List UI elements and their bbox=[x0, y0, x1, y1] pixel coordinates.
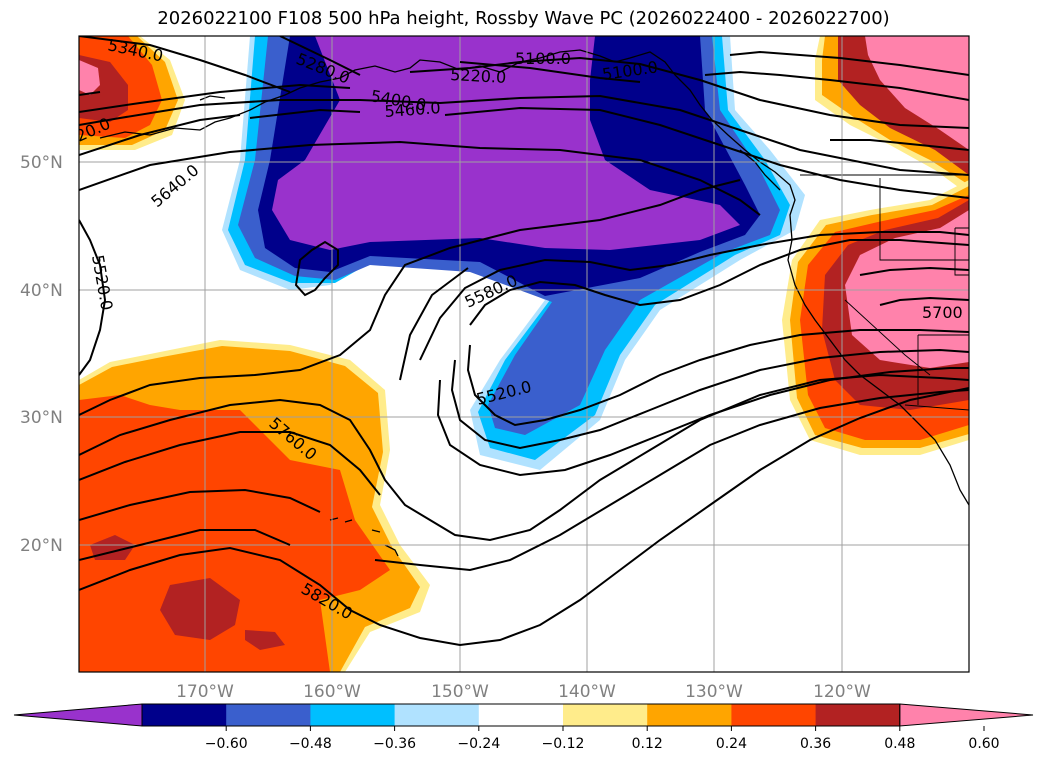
lon-label: 160°W bbox=[303, 682, 361, 702]
colorbar-segment bbox=[226, 704, 311, 726]
lon-label: 150°W bbox=[431, 682, 489, 702]
map-title: 2026022100 F108 500 hPa height, Rossby W… bbox=[157, 8, 890, 29]
contour-label: 5220.0 bbox=[450, 65, 507, 87]
lon-label: 120°W bbox=[813, 682, 871, 702]
longitude-labels: 170°W 160°W 150°W 140°W 130°W 120°W bbox=[176, 682, 871, 702]
colorbar-tick-label: 0.36 bbox=[800, 736, 831, 752]
colorbar-segment bbox=[815, 704, 901, 726]
map-area: 5340.0 5280.0 5100.0 5220.0 5400.0 5460.… bbox=[79, 36, 969, 672]
colorbar-tick-label: −0.48 bbox=[289, 736, 332, 752]
positive-anomaly-northeast bbox=[815, 36, 969, 195]
lon-label: 140°W bbox=[558, 682, 616, 702]
lat-label: 50°N bbox=[20, 153, 63, 173]
lon-label: 170°W bbox=[176, 682, 234, 702]
colorbar-tick-label: 0.24 bbox=[716, 736, 747, 752]
graticule bbox=[79, 36, 969, 672]
colorbar-tick-label: −0.60 bbox=[205, 736, 248, 752]
colorbar-segment bbox=[731, 704, 817, 726]
positive-anomaly-subtropical bbox=[79, 340, 430, 672]
lat-label: 20°N bbox=[20, 536, 63, 556]
colorbar-tick-label: 0.60 bbox=[968, 736, 999, 752]
lat-label: 40°N bbox=[20, 281, 63, 301]
colorbar: −0.60 −0.48 −0.36 −0.24 −0.12 0.12 0.24 0.36 0.4… bbox=[13, 703, 1034, 752]
colorbar-tick-label: −0.24 bbox=[457, 736, 500, 752]
colorbar-segment bbox=[310, 704, 396, 726]
lat-label: 30°N bbox=[20, 408, 63, 428]
height-contours bbox=[79, 36, 969, 647]
colorbar-tick-label: 0.48 bbox=[884, 736, 915, 752]
colorbar-tick-label: 0.12 bbox=[632, 736, 663, 752]
lon-label: 130°W bbox=[685, 682, 743, 702]
colorbar-extend-min bbox=[13, 703, 143, 727]
contour-label: 5100.0 bbox=[515, 49, 571, 68]
contour-label: 5460.0 bbox=[384, 98, 441, 121]
contour-label: 5700 bbox=[922, 303, 963, 322]
colorbar-tick-label: −0.36 bbox=[373, 736, 416, 752]
positive-anomaly-northwest bbox=[79, 36, 185, 150]
map-frame bbox=[78, 35, 970, 673]
colorbar-segment bbox=[647, 704, 732, 726]
colorbar-segment bbox=[478, 704, 564, 726]
colorbar-extend-max bbox=[899, 703, 1034, 727]
negative-anomaly-region bbox=[222, 36, 805, 470]
latitude-labels: 50°N 40°N 30°N 20°N bbox=[20, 153, 63, 556]
colorbar-tick-label: −0.12 bbox=[542, 736, 585, 752]
colorbar-frame bbox=[141, 703, 901, 727]
colorbar-segment bbox=[563, 704, 648, 726]
colorbar-segment bbox=[394, 704, 480, 726]
colorbar-segment bbox=[142, 704, 227, 726]
